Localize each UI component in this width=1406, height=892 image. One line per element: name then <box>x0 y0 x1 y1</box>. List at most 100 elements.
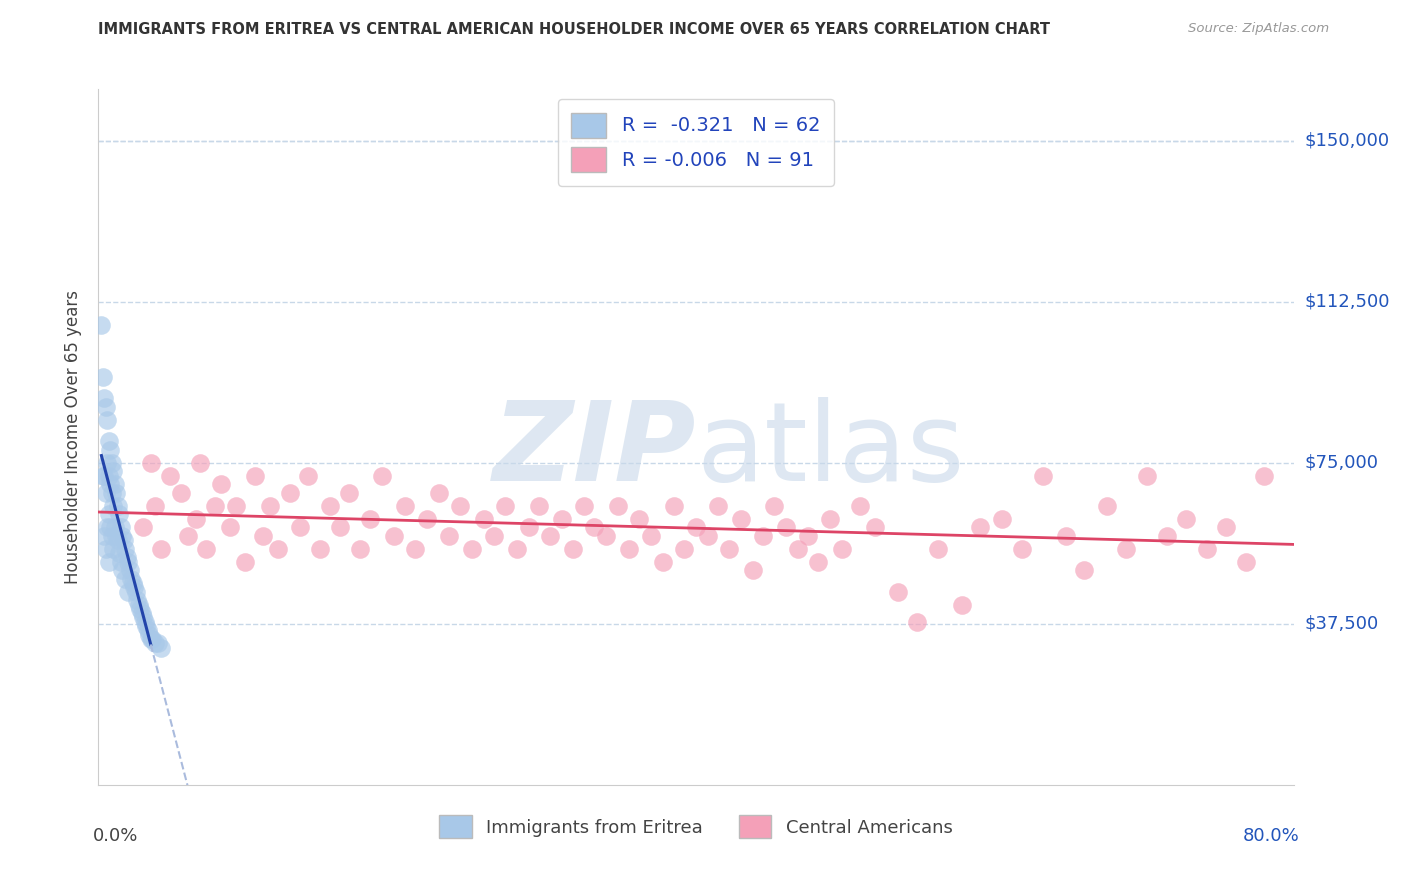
Point <box>91 468 114 483</box>
Point <box>97 468 120 483</box>
Point <box>252 529 274 543</box>
Point <box>111 529 134 543</box>
Point <box>820 511 842 525</box>
Point <box>1032 468 1054 483</box>
Point <box>1136 468 1159 483</box>
Point <box>134 615 156 629</box>
Point <box>98 442 122 457</box>
Point <box>195 541 218 556</box>
Point <box>382 529 405 543</box>
Point <box>1115 541 1137 556</box>
Point <box>117 584 139 599</box>
Point <box>93 529 115 543</box>
Point <box>204 499 226 513</box>
Point <box>120 572 142 586</box>
Point <box>121 576 143 591</box>
Point <box>96 456 118 470</box>
Point <box>439 529 461 543</box>
Point <box>538 529 561 543</box>
Point <box>108 546 131 560</box>
Point <box>177 529 200 543</box>
Point <box>685 520 707 534</box>
Point <box>517 520 540 534</box>
Point <box>188 456 211 470</box>
Point <box>233 555 256 569</box>
Point <box>136 624 159 638</box>
Point <box>103 499 125 513</box>
Point <box>1073 563 1095 577</box>
Point <box>427 486 450 500</box>
Point <box>308 541 330 556</box>
Point <box>219 520 242 534</box>
Point <box>148 636 170 650</box>
Text: $112,500: $112,500 <box>1305 293 1391 310</box>
Point <box>117 555 139 569</box>
Point <box>865 520 887 534</box>
Point <box>449 499 471 513</box>
Point <box>110 520 132 534</box>
Point <box>339 486 361 500</box>
Point <box>97 508 120 522</box>
Point <box>90 318 112 333</box>
Point <box>97 434 120 449</box>
Point <box>114 572 136 586</box>
Point <box>169 486 191 500</box>
Point <box>849 499 872 513</box>
Text: 0.0%: 0.0% <box>93 827 138 845</box>
Point <box>673 541 696 556</box>
Point <box>91 370 114 384</box>
Point <box>752 529 775 543</box>
Point <box>114 541 136 556</box>
Point <box>628 511 651 525</box>
Point <box>93 392 115 406</box>
Point <box>416 511 439 525</box>
Text: ZIP: ZIP <box>492 398 696 505</box>
Text: Source: ZipAtlas.com: Source: ZipAtlas.com <box>1188 22 1329 36</box>
Point <box>159 468 181 483</box>
Point <box>103 541 125 556</box>
Point <box>404 541 426 556</box>
Text: atlas: atlas <box>696 398 965 505</box>
Point <box>132 610 155 624</box>
Point <box>209 477 232 491</box>
Point <box>950 598 973 612</box>
Point <box>128 598 150 612</box>
Point <box>607 499 630 513</box>
Point <box>105 529 128 543</box>
Point <box>97 555 120 569</box>
Point <box>132 520 155 534</box>
Point <box>562 541 585 556</box>
Text: 80.0%: 80.0% <box>1243 827 1299 845</box>
Point <box>112 533 135 548</box>
Point <box>1156 529 1178 543</box>
Point <box>101 529 124 543</box>
Point <box>807 555 830 569</box>
Point <box>96 413 118 427</box>
Point <box>105 486 128 500</box>
Point <box>506 541 529 556</box>
Point <box>1056 529 1078 543</box>
Point <box>125 584 148 599</box>
Point <box>104 477 127 491</box>
Point <box>1011 541 1033 556</box>
Point <box>617 541 640 556</box>
Point <box>717 541 740 556</box>
Point <box>143 499 166 513</box>
Point <box>115 550 138 565</box>
Point <box>98 477 122 491</box>
Point <box>94 541 117 556</box>
Point <box>640 529 662 543</box>
Point <box>107 499 129 513</box>
Point <box>472 511 495 525</box>
Point <box>103 465 125 479</box>
Point <box>461 541 484 556</box>
Point <box>319 499 342 513</box>
Point <box>762 499 785 513</box>
Point <box>550 511 572 525</box>
Point <box>245 468 267 483</box>
Point <box>278 486 301 500</box>
Point <box>572 499 595 513</box>
Point <box>138 627 160 641</box>
Point <box>831 541 853 556</box>
Point <box>371 468 394 483</box>
